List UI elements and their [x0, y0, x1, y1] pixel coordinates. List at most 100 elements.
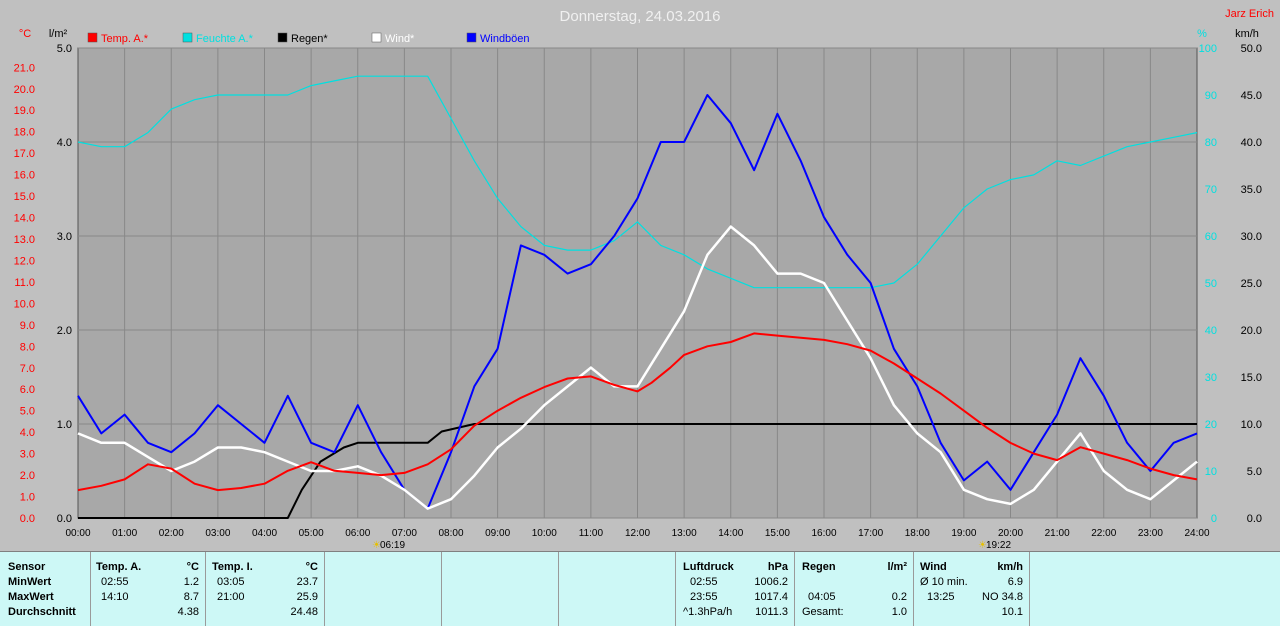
humidity-tick-label: 0 — [1211, 513, 1217, 525]
temp-tick-label: 21.0 — [14, 62, 35, 74]
temp-tick-label: 0.0 — [20, 513, 35, 525]
temp-i-min-time: 03:05 — [217, 576, 245, 588]
legend-label: Regen* — [291, 33, 328, 45]
temp-tick-label: 16.0 — [14, 170, 35, 182]
wind-max-time: 13:25 — [927, 591, 955, 603]
chart-title: Donnerstag, 24.03.2016 — [560, 8, 721, 25]
temp-i-max-value: 25.9 — [296, 591, 318, 603]
temp-tick-label: 12.0 — [14, 255, 35, 267]
x-tick-label: 08:00 — [438, 528, 463, 539]
x-tick-label: 18:00 — [905, 528, 930, 539]
luftdruck-unit: hPa — [767, 561, 788, 573]
sensor-header: Sensor — [8, 561, 46, 573]
luftdruck-max-value: 1017.4 — [754, 591, 788, 603]
temp-i-max-time: 21:00 — [217, 591, 245, 603]
minwert-label: MinWert — [8, 576, 52, 588]
rain-tick-label: 5.0 — [57, 43, 72, 55]
temp-tick-label: 20.0 — [14, 84, 35, 96]
x-tick-label: 14:00 — [718, 528, 743, 539]
x-tick-label: 11:00 — [579, 528, 604, 539]
luftdruck-header: Luftdruck — [683, 561, 734, 573]
wind-tick-label: 10.0 — [1241, 419, 1262, 431]
wind-avg-value: 6.9 — [1007, 576, 1023, 588]
legend-swatch — [371, 32, 382, 43]
humidity-tick-label: 40 — [1205, 325, 1217, 337]
x-tick-label: 21:00 — [1045, 528, 1070, 539]
x-tick-label: 12:00 — [625, 528, 650, 539]
x-tick-label: 10:00 — [532, 528, 557, 539]
humidity-line — [77, 75, 1198, 289]
regen-header: Regen — [802, 561, 836, 573]
wind-tick-label: 5.0 — [1247, 466, 1262, 478]
temp-tick-label: 9.0 — [20, 320, 35, 332]
wind-tick-label: 0.0 — [1247, 513, 1262, 525]
x-tick-label: 16:00 — [811, 528, 836, 539]
temp-tick-label: 3.0 — [20, 449, 35, 461]
luftdruck-trend-value: 1011.3 — [755, 606, 788, 618]
temp-tick-label: 5.0 — [20, 406, 35, 418]
sunset-marker: ☀ 19:22 — [978, 540, 1011, 551]
rain-unit-label: l/m² — [49, 28, 68, 40]
temp-a-min-value: 1.2 — [183, 576, 199, 588]
temp-tick-label: 15.0 — [14, 191, 35, 203]
temp-a-header: Temp. A. — [96, 561, 142, 573]
wind-tick-label: 20.0 — [1241, 325, 1262, 337]
legend-item: Temp. A.* — [87, 32, 149, 45]
rain-tick-label: 4.0 — [57, 137, 72, 149]
wind-tick-label: 45.0 — [1241, 90, 1262, 102]
rain-line — [78, 423, 1197, 519]
legend-swatch — [182, 32, 193, 43]
humidity-tick-label: 100 — [1199, 43, 1217, 55]
humidity-tick-label: 50 — [1205, 278, 1217, 290]
temp-i-header: Temp. I. — [212, 561, 253, 573]
legend-swatch — [87, 32, 98, 43]
temp-a-avg-value: 4.38 — [177, 606, 199, 618]
humidity-tick-label: 90 — [1205, 90, 1217, 102]
x-tick-label: 05:00 — [299, 528, 324, 539]
legend: Temp. A.* Feuchte A.* Regen* Wind* Windböen — [87, 32, 530, 45]
temp-a-max-value: 8.7 — [183, 591, 199, 603]
temp-tick-label: 10.0 — [14, 298, 35, 310]
wind-max-value: NO 34.8 — [982, 591, 1023, 603]
temp-tick-label: 14.0 — [14, 213, 35, 225]
temp-tick-label: 19.0 — [14, 105, 35, 117]
wind-unit-label: km/h — [1235, 28, 1259, 40]
x-tick-label: 24:00 — [1184, 528, 1209, 539]
sunrise-time: 06:19 — [380, 540, 405, 551]
temp-tick-label: 7.0 — [20, 363, 35, 375]
regen-column: Regen l/m² 04:05 0.2 Gesamt: 1.0 — [795, 552, 914, 626]
temp-tick-label: 11.0 — [14, 277, 35, 289]
temp-tick-label: 1.0 — [20, 492, 35, 504]
humidity-unit-label: % — [1197, 28, 1207, 40]
rain-tick-label: 2.0 — [57, 325, 72, 337]
legend-label: Windböen — [480, 33, 530, 45]
regen-max-value: 0.2 — [891, 591, 907, 603]
humidity-tick-label: 70 — [1205, 184, 1217, 196]
rain-tick-label: 3.0 — [57, 231, 72, 243]
x-tick-label: 13:00 — [672, 528, 697, 539]
x-tick-label: 06:00 — [345, 528, 370, 539]
legend-item: Windböen — [466, 32, 530, 45]
x-tick-label: 00:00 — [65, 528, 90, 539]
wind-line — [77, 225, 1198, 510]
sunset-icon: ☀ — [978, 540, 987, 551]
wind-mean-value: 10.1 — [1001, 606, 1023, 618]
x-tick-label: 03:00 — [205, 528, 230, 539]
luftdruck-max-time: 23:55 — [690, 591, 718, 603]
wind-tick-label: 30.0 — [1241, 231, 1262, 243]
rain-tick-label: 0.0 — [57, 513, 72, 525]
sensor-column: Sensor MinWert MaxWert Durchschnitt — [0, 552, 91, 626]
wind-tick-label: 40.0 — [1241, 137, 1262, 149]
temp-line — [77, 332, 1198, 492]
temp-tick-label: 4.0 — [20, 427, 35, 439]
legend-item: Regen* — [277, 32, 328, 45]
temp-tick-label: 13.0 — [14, 234, 35, 246]
statistics-panel: Sensor MinWert MaxWert Durchschnitt Temp… — [0, 551, 1280, 626]
x-tick-label: 01:00 — [112, 528, 137, 539]
x-tick-label: 22:00 — [1091, 528, 1116, 539]
temp-tick-label: 6.0 — [20, 384, 35, 396]
chart-series — [77, 75, 1198, 519]
humidity-tick-label: 20 — [1205, 419, 1217, 431]
empty-column-3 — [559, 552, 676, 626]
x-tick-label: 20:00 — [998, 528, 1023, 539]
